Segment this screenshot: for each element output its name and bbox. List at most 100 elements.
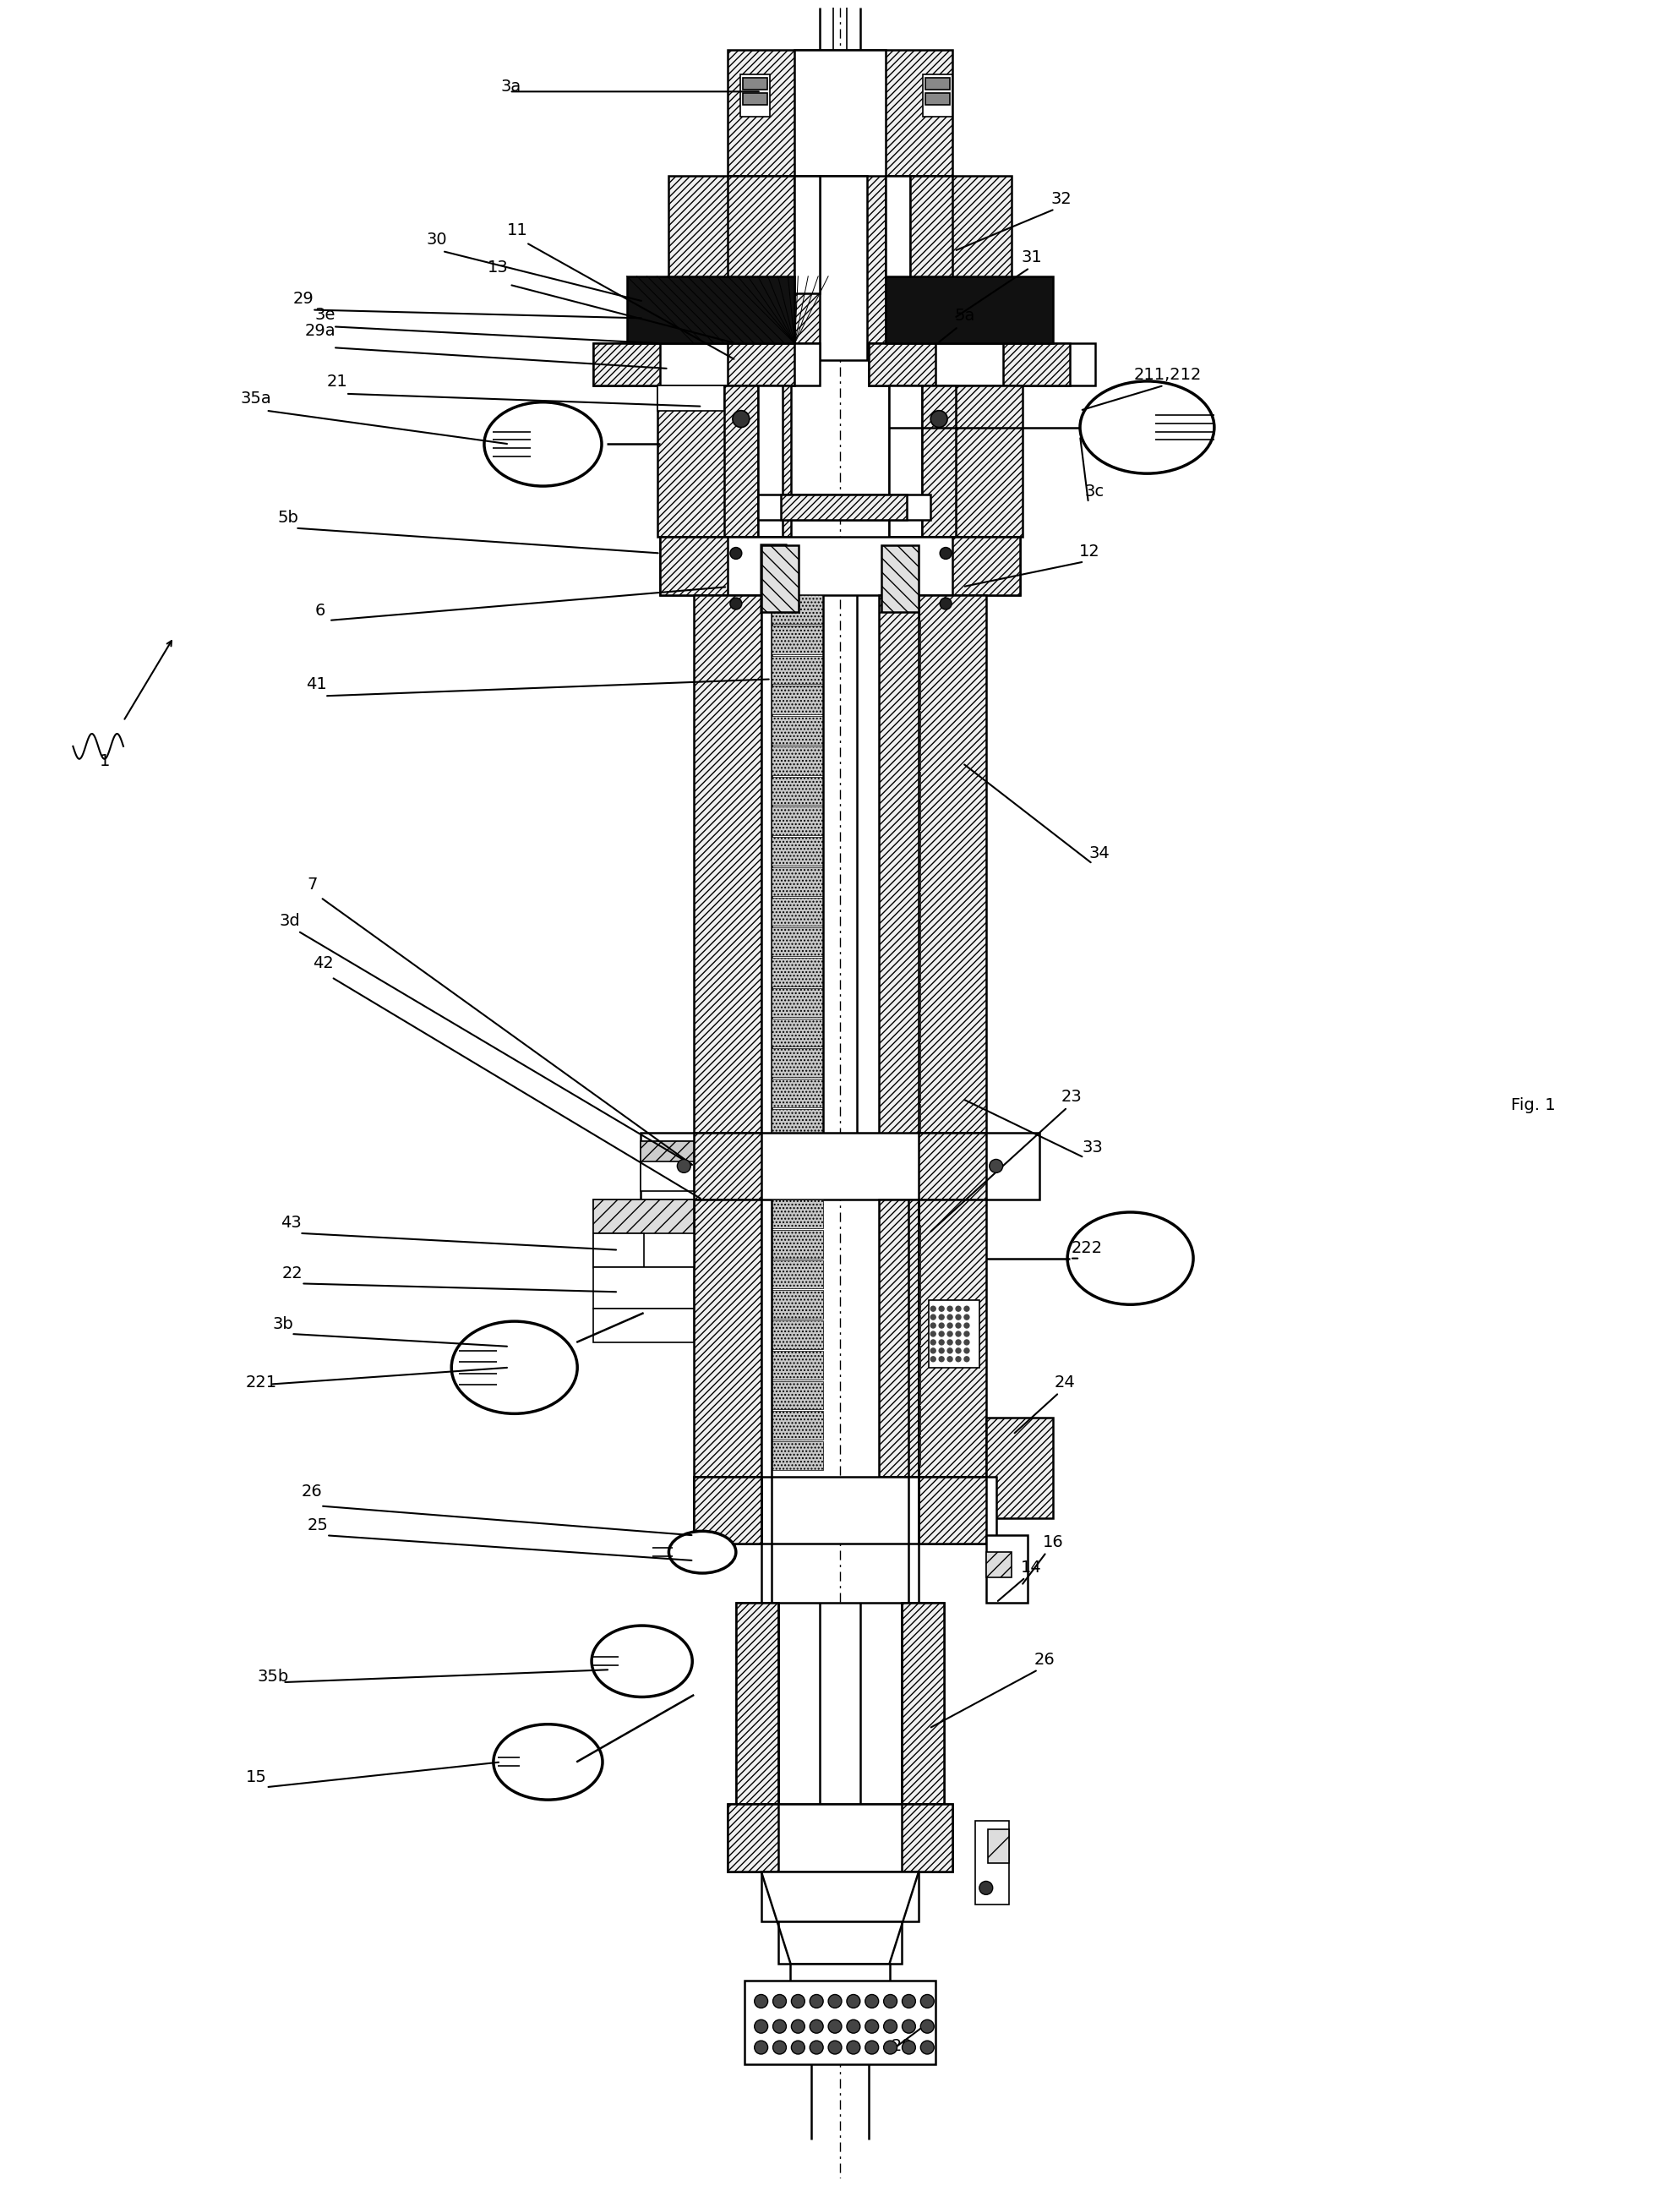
- Ellipse shape: [931, 1314, 936, 1320]
- Ellipse shape: [847, 2042, 860, 2055]
- Ellipse shape: [948, 1358, 953, 1362]
- Bar: [771, 717, 823, 745]
- Ellipse shape: [828, 1994, 842, 2009]
- Bar: [795, 175, 820, 293]
- Bar: [771, 1320, 823, 1349]
- Bar: [781, 494, 907, 520]
- Ellipse shape: [754, 2042, 768, 2055]
- Text: 3c: 3c: [1085, 483, 1104, 498]
- Ellipse shape: [939, 597, 951, 610]
- Bar: [771, 898, 823, 927]
- Ellipse shape: [964, 1323, 969, 1329]
- Bar: [879, 710, 921, 739]
- Ellipse shape: [964, 1307, 969, 1312]
- Ellipse shape: [939, 1358, 944, 1362]
- Bar: [988, 1830, 1008, 1862]
- Ellipse shape: [773, 2042, 786, 2055]
- Bar: [657, 385, 724, 411]
- Ellipse shape: [948, 1307, 953, 1312]
- Bar: [593, 343, 660, 385]
- Bar: [919, 1476, 986, 1543]
- Ellipse shape: [939, 1314, 944, 1320]
- Text: 12: 12: [1079, 544, 1100, 560]
- Bar: [879, 595, 919, 1165]
- Text: 21: 21: [328, 374, 348, 389]
- Bar: [743, 79, 768, 90]
- Ellipse shape: [1080, 380, 1215, 474]
- Ellipse shape: [956, 1340, 961, 1344]
- Text: 35b: 35b: [257, 1668, 289, 1685]
- Bar: [902, 1602, 944, 1803]
- Bar: [741, 74, 769, 116]
- Ellipse shape: [810, 2020, 823, 2033]
- Text: 42: 42: [312, 955, 334, 971]
- Text: 7: 7: [307, 877, 318, 892]
- Bar: [885, 175, 1011, 293]
- Ellipse shape: [810, 1994, 823, 2009]
- Ellipse shape: [732, 411, 749, 426]
- Bar: [771, 656, 823, 684]
- Ellipse shape: [956, 1349, 961, 1353]
- Bar: [771, 1351, 823, 1379]
- Bar: [771, 1108, 823, 1137]
- Text: 24: 24: [1055, 1375, 1075, 1390]
- Ellipse shape: [931, 1307, 936, 1312]
- Bar: [771, 776, 823, 804]
- Bar: [669, 175, 795, 293]
- Text: 30: 30: [427, 232, 447, 247]
- Bar: [879, 1375, 921, 1403]
- Bar: [771, 957, 823, 986]
- Ellipse shape: [1067, 1213, 1193, 1305]
- Ellipse shape: [964, 1331, 969, 1336]
- Ellipse shape: [884, 2020, 897, 2033]
- Bar: [879, 861, 921, 890]
- Ellipse shape: [956, 1358, 961, 1362]
- Ellipse shape: [773, 1994, 786, 2009]
- Bar: [593, 1200, 694, 1233]
- Ellipse shape: [677, 1159, 690, 1172]
- Ellipse shape: [931, 1358, 936, 1362]
- Text: 3b: 3b: [272, 1316, 294, 1331]
- Bar: [911, 175, 953, 293]
- Bar: [657, 385, 791, 536]
- Ellipse shape: [964, 1349, 969, 1353]
- Bar: [919, 1132, 986, 1200]
- Bar: [660, 536, 727, 595]
- Ellipse shape: [494, 1725, 603, 1799]
- Ellipse shape: [884, 1994, 897, 2009]
- Bar: [879, 922, 921, 951]
- Text: 41: 41: [306, 675, 328, 693]
- Bar: [727, 1803, 778, 1871]
- Text: 3d: 3d: [279, 914, 301, 929]
- Ellipse shape: [956, 1331, 961, 1336]
- Text: 221: 221: [245, 1375, 277, 1390]
- Bar: [694, 1476, 996, 1543]
- Text: 22: 22: [282, 1266, 302, 1281]
- Bar: [761, 1871, 919, 1921]
- Bar: [694, 1476, 761, 1543]
- Bar: [880, 544, 919, 612]
- Bar: [879, 1200, 919, 1476]
- Bar: [771, 745, 823, 774]
- Bar: [593, 1233, 643, 1266]
- Ellipse shape: [791, 1994, 805, 2009]
- Text: 211,212: 211,212: [1134, 367, 1203, 383]
- Bar: [758, 385, 783, 536]
- Ellipse shape: [865, 2020, 879, 2033]
- Bar: [771, 625, 823, 654]
- Bar: [694, 1132, 761, 1200]
- Bar: [660, 536, 1020, 595]
- Ellipse shape: [754, 2020, 768, 2033]
- Bar: [986, 1535, 1028, 1602]
- Bar: [727, 50, 953, 175]
- Ellipse shape: [931, 1323, 936, 1329]
- Text: 29: 29: [294, 291, 314, 306]
- Ellipse shape: [964, 1340, 969, 1344]
- Ellipse shape: [931, 1349, 936, 1353]
- Bar: [593, 1309, 694, 1342]
- Text: 3a: 3a: [501, 79, 521, 94]
- Ellipse shape: [990, 1159, 1003, 1172]
- Ellipse shape: [484, 402, 601, 485]
- Bar: [879, 1316, 921, 1344]
- Ellipse shape: [452, 1320, 578, 1414]
